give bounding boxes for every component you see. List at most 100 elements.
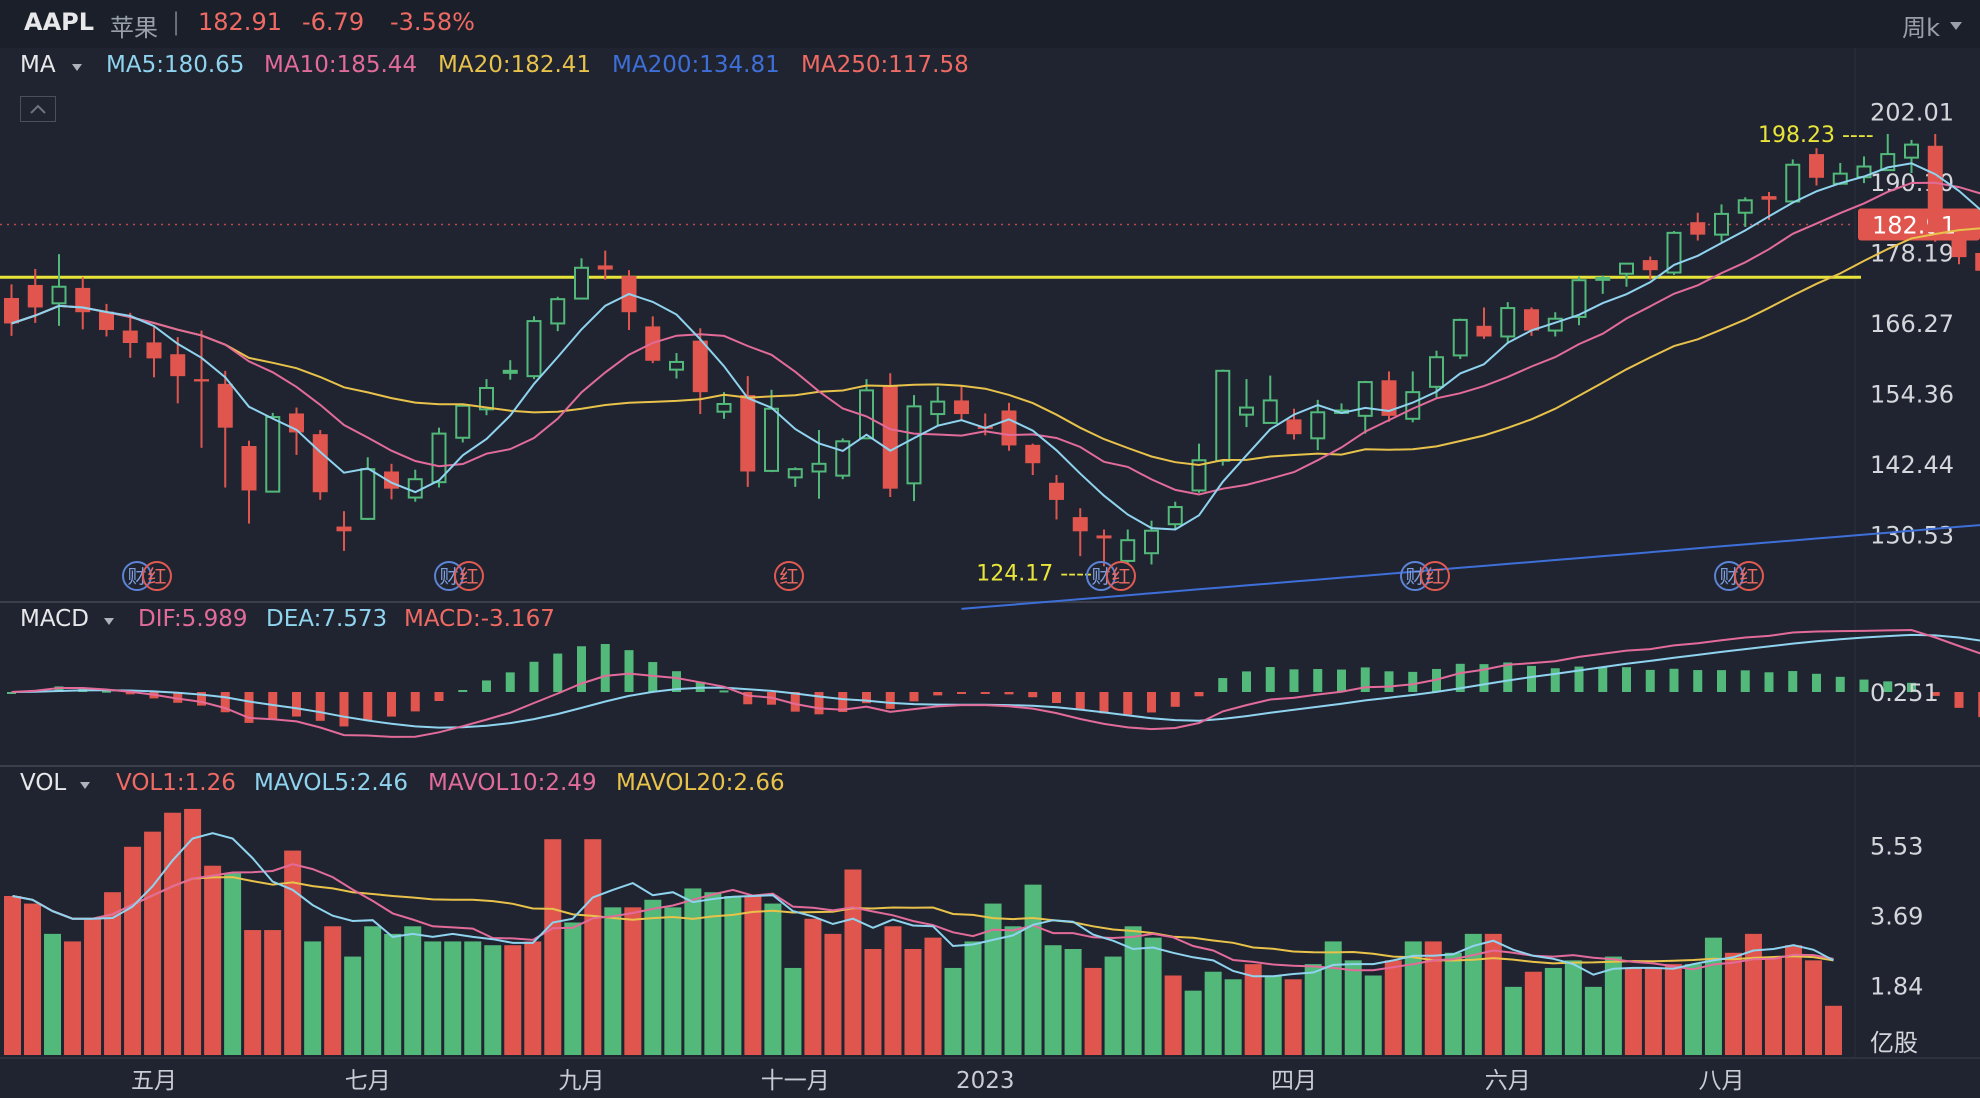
macd-histogram-bar [292,692,301,717]
candle-body [1595,276,1611,281]
chevron-down-icon[interactable] [80,782,90,789]
macd-histogram-bar [197,692,206,706]
volume-bar [1484,933,1502,1055]
volume-bar [1144,937,1162,1055]
candle-body [1049,482,1064,500]
volume-bar [1364,975,1382,1055]
candle-body [1737,199,1753,214]
period-selector[interactable]: 周k [1902,14,1940,42]
volume-bar [1424,941,1442,1055]
dividend-badge[interactable]: 红 [774,561,804,591]
candle-body [1167,506,1183,526]
volume-unit-label: 亿股 [1870,1029,1918,1057]
volume-bar [184,808,202,1055]
macd-histogram-bar [885,692,895,709]
candle-body [1191,459,1207,492]
volume-tick-label: 1.84 [1870,972,1923,1000]
ma20-value: MA20:182.41 [438,52,592,78]
vol-selector[interactable]: VOL [20,770,67,796]
macd-histogram-bar [909,692,919,702]
candle-body [194,379,209,382]
macd-histogram-bar [1052,692,1061,704]
volume-bar [1304,964,1322,1055]
volume-bar [1044,945,1062,1055]
dividend-badge[interactable]: 红 [142,561,172,591]
dividend-badge[interactable]: 红 [1106,561,1136,591]
dividend-badge[interactable]: 红 [1420,561,1450,591]
candle-body [930,400,946,416]
volume-bar [1184,990,1202,1055]
macd-histogram-bar [1645,669,1655,692]
volume-bar [224,873,242,1055]
ma250-value: MA250:117.58 [801,52,969,78]
volume-bar [1604,956,1622,1055]
macd-histogram-bar [173,692,183,703]
candle-body [1642,260,1658,271]
macd-histogram-bar [1313,669,1323,692]
macd-value: MACD:-3.167 [404,606,555,632]
mavol5-value: MAVOL5:2.46 [254,770,408,796]
macd-tick-label: 0.251 [1870,679,1939,707]
volume-bar [704,892,722,1055]
candle-body [787,468,803,479]
price-tick-label: 130.53 [1870,522,1954,550]
candle-body [4,297,19,324]
chevron-down-icon[interactable] [1950,22,1962,30]
macd-histogram-bar [1218,678,1228,692]
candle-body [811,462,827,473]
candle-body [1120,539,1136,562]
candle-body [1405,391,1421,420]
volume-bar [984,903,1002,1055]
dea-value: DEA:7.573 [266,606,388,632]
volume-bar [1104,956,1122,1055]
candle-body [1262,399,1278,424]
macd-histogram-bar [600,644,610,692]
macd-histogram-bar [505,672,515,692]
candle-body [740,395,756,472]
volume-bar [4,896,21,1055]
chevron-down-icon[interactable] [104,618,114,625]
volume-bar [364,926,382,1055]
macd-histogram-bar [957,692,966,694]
volume-bar [1724,952,1742,1055]
mavol20-value: MAVOL20:2.66 [616,770,785,796]
ma-selector[interactable]: MA [20,52,56,78]
macd-histogram-bar [1717,670,1726,692]
chevron-down-icon[interactable] [72,64,82,71]
volume-bar [144,831,162,1055]
candle-body [455,404,471,439]
dividend-badge[interactable]: 红 [454,561,484,591]
volume-bar [1804,960,1822,1055]
volume-bar [1344,960,1362,1055]
candle-body [1951,233,1967,258]
macd-histogram-bar [743,692,753,705]
collapse-button[interactable] [20,96,56,122]
ma5-value: MA5:180.65 [106,52,245,78]
candle-body [1666,231,1682,274]
last-price: 182.91 [198,8,282,36]
mavol10-value: MAVOL10:2.49 [428,770,597,796]
macd-histogram-bar [1004,692,1014,695]
dividend-badge[interactable]: 红 [1734,561,1764,591]
candle-body [954,400,969,415]
volume-bar [624,907,642,1055]
volume-bar [1664,964,1682,1055]
volume-bar [964,941,982,1055]
macd-histogram-bar [862,692,871,704]
x-axis-label: 六月 [1485,1068,1531,1094]
candle-body [170,354,186,377]
header-separator: | [172,8,181,36]
candle-body [265,416,281,493]
price-change: -6.79 [302,8,365,36]
volume-bar [1384,960,1402,1055]
macd-histogram-bar [1859,679,1869,692]
volume-bar [544,839,562,1055]
macd-histogram-bar [410,692,420,712]
macd-histogram-bar [458,689,468,692]
macd-selector[interactable]: MACD [20,606,89,632]
price-tick-label: 166.27 [1870,310,1954,338]
macd-histogram-bar [1147,692,1156,713]
candle-body [1429,356,1444,388]
ma20-line [11,227,1980,467]
